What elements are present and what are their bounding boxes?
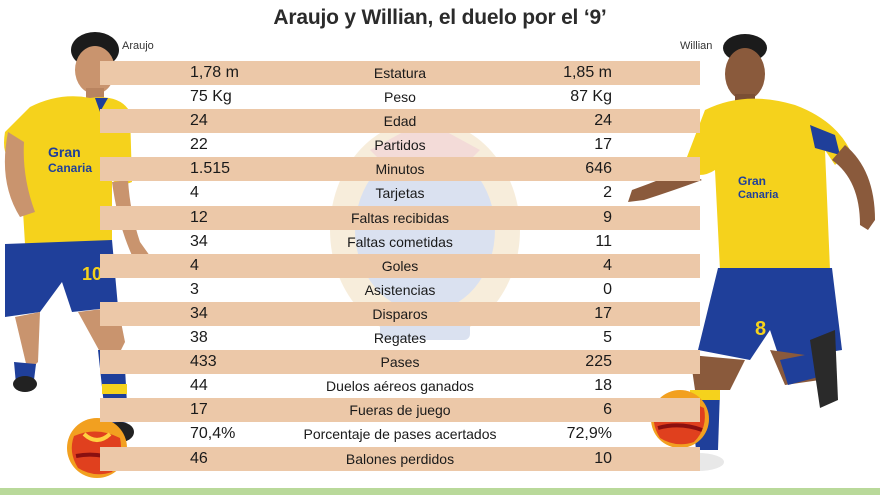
stat-label: Asistencias [364,281,436,298]
table-row: 24 Edad 24 [100,109,700,134]
stat-label: Minutos [375,161,425,178]
left-value: 3 [190,280,199,298]
left-value: 1,78 m [190,64,239,81]
stat-label: Goles [381,257,419,274]
table-row: 70,4% Porcentaje de pases acertados 72,9… [100,422,700,446]
table-row: 22 Partidos 17 [100,133,700,157]
stat-label: Estatura [373,65,427,81]
svg-text:Canaria: Canaria [48,161,92,175]
table-row: 46 Balones perdidos 10 [100,446,700,471]
page-title: Araujo y Willian, el duelo por el ‘9’ [273,6,607,29]
right-value: 10 [594,449,612,467]
stat-label: Fueras de juego [349,402,451,419]
left-value: 1.515 [190,160,231,178]
stat-label: Faltas cometidas [347,233,453,250]
table-row: 1.515 Minutos 646 [100,157,700,182]
right-value: 11 [595,232,612,250]
right-value: 6 [603,401,612,419]
stat-label: Pases [380,354,420,371]
svg-text:10: 10 [82,264,102,284]
stats-table: 1,78 m Estatura 1,85 m 75 Kg Peso 87 Kg … [100,61,700,471]
right-value: 24 [594,112,612,130]
left-value: 34 [190,232,208,250]
right-value: 4 [603,256,612,274]
footballer-right-illustration-icon: Gran Canaria 8 [628,34,875,471]
left-value: 4 [190,184,199,202]
left-value: 70,4% [190,425,236,443]
table-row: 17 Fueras de juego 6 [100,398,700,423]
table-row: 12 Faltas recibidas 9 [100,205,700,230]
svg-text:Gran: Gran [48,144,81,160]
stat-label: Balones perdidos [345,450,455,467]
stat-label: Edad [383,113,417,130]
table-row: 44 Duelos aéreos ganados 18 [100,374,700,398]
stat-label: Partidos [374,137,426,154]
stat-label: Tarjetas [375,185,425,202]
left-value: 75 Kg [190,88,232,106]
left-value: 38 [190,329,208,347]
stat-label: Duelos aéreos ganados [326,378,474,395]
right-value: 18 [594,377,612,395]
right-value: 1,85 m [563,64,612,81]
footer-bar [0,488,880,495]
stat-label: Peso [384,89,416,106]
left-value: 22 [190,136,208,154]
right-value: 17 [594,136,612,154]
table-row: 4 Tarjetas 2 [100,181,700,205]
table-row: 34 Disparos 17 [100,301,700,327]
right-value: 72,9% [566,425,612,443]
table-row: 3 Asistencias 0 [100,278,700,302]
right-value: 5 [603,329,612,347]
table-row: 34 Faltas cometidas 11 [100,230,700,254]
stat-label: Disparos [372,305,428,322]
left-value: 44 [190,377,208,395]
svg-text:8: 8 [755,318,766,340]
left-value: 12 [190,208,208,226]
left-value: 24 [190,112,208,130]
right-value: 646 [585,160,612,178]
right-value: 225 [585,353,612,371]
stat-label: Regates [373,330,427,347]
table-row: 1,78 m Estatura 1,85 m [100,61,700,86]
left-value: 46 [190,449,208,467]
table-row: 38 Regates 5 [100,326,700,350]
table-row: 433 Pases 225 [100,350,700,375]
right-value: 87 Kg [570,88,612,106]
table-row: 4 Goles 4 [100,253,700,278]
svg-text:Gran: Gran [738,174,766,188]
player-name-left: Araujo [122,40,154,52]
right-value: 17 [594,304,612,322]
table-row: 75 Kg Peso 87 Kg [100,85,700,109]
right-value: 2 [603,184,612,202]
right-value: 9 [603,208,612,226]
svg-text:Canaria: Canaria [738,189,779,201]
left-value: 433 [190,353,217,371]
left-value: 17 [190,401,208,419]
stat-label: Faltas recibidas [350,209,450,226]
left-value: 34 [190,304,208,322]
left-value: 4 [190,256,199,274]
player-name-right: Willian [680,40,713,52]
stat-label: Porcentaje de pases acertados [303,426,497,443]
right-value: 0 [603,280,612,298]
